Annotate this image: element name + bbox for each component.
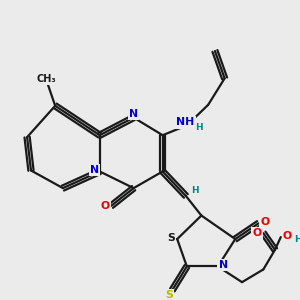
Text: N: N (90, 165, 99, 175)
Text: O: O (252, 228, 262, 238)
Text: N: N (129, 109, 138, 119)
Text: S: S (165, 290, 173, 300)
Text: N: N (218, 260, 228, 270)
Text: H: H (195, 123, 203, 132)
Text: O: O (260, 217, 269, 227)
Text: NH: NH (176, 118, 194, 128)
Text: O: O (283, 231, 292, 241)
Text: H: H (191, 186, 199, 195)
Text: CH₃: CH₃ (37, 74, 56, 84)
Text: O: O (101, 201, 110, 211)
Text: H: H (294, 235, 300, 244)
Text: S: S (167, 232, 175, 243)
